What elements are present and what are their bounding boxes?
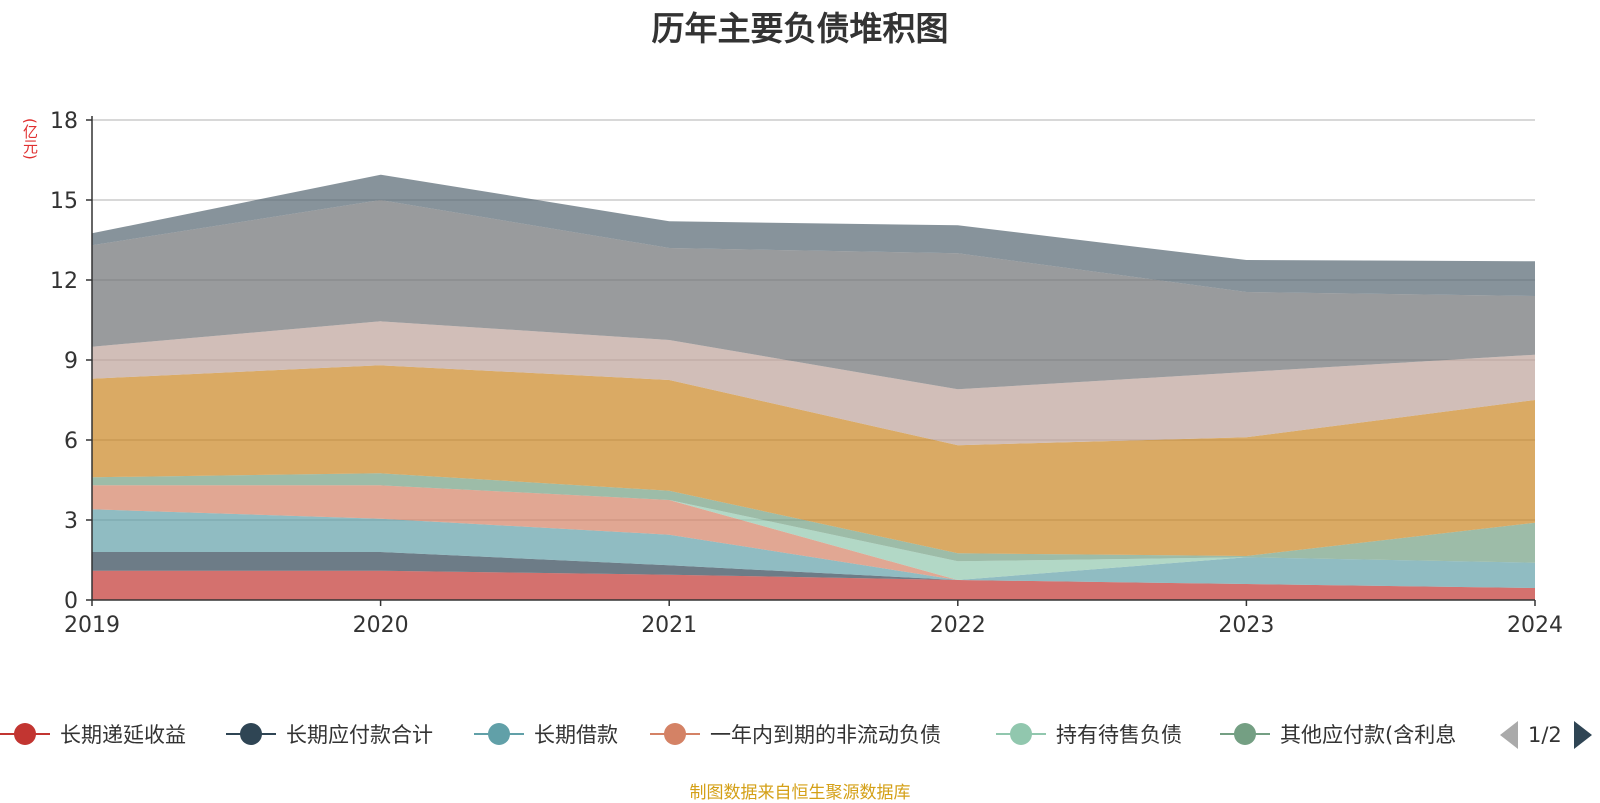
area-series-8[interactable] — [92, 200, 1535, 390]
chart-title: 历年主要负债堆积图 — [651, 9, 949, 48]
area-series-4[interactable] — [92, 485, 1535, 580]
y-tick-label: 3 — [64, 509, 78, 534]
legend-label: 其他应付款(含利息 — [1280, 723, 1457, 747]
legend-symbol — [0, 716, 50, 752]
legend-symbol — [650, 716, 700, 752]
legend-symbol — [996, 716, 1046, 752]
y-tick-label: 12 — [50, 269, 78, 294]
legend-label: 长期应付款合计 — [286, 723, 433, 747]
area-series-1[interactable] — [92, 552, 1535, 588]
x-tick-label: 2022 — [930, 613, 986, 638]
legend-symbol — [1220, 716, 1270, 752]
tick-labels: 0 3 6 9 12 15 18 2019 2020 2021 2022 2023 2024 — [50, 109, 1563, 638]
x-tick-label: 2019 — [64, 613, 120, 638]
pager-page-indicator: 1/2 — [1528, 723, 1562, 747]
y-tick-label: 15 — [50, 189, 78, 214]
y-tick-label: 0 — [64, 589, 78, 614]
legend-pager: 1/2 — [1500, 718, 1592, 752]
pager-prev-icon[interactable] — [1500, 721, 1518, 749]
axes — [86, 116, 1536, 606]
area-series-3[interactable] — [92, 485, 1535, 580]
area-series-6[interactable] — [92, 365, 1535, 556]
area-series — [92, 174, 1535, 600]
x-tick-label: 2024 — [1507, 613, 1563, 638]
y-axis-unit-label: (亿元) — [21, 118, 39, 160]
pager-next-icon[interactable] — [1573, 721, 1592, 749]
area-series-7[interactable] — [92, 321, 1535, 446]
x-tick-label: 2020 — [353, 613, 409, 638]
y-tick-label: 6 — [64, 429, 78, 454]
area-series-0[interactable] — [92, 570, 1535, 600]
legend-item-1[interactable]: 长期应付款合计 — [226, 716, 433, 752]
legend-label: 长期借款 — [534, 723, 618, 747]
legend-item-3[interactable]: 一年内到期的非流动负债 — [650, 716, 941, 752]
area-series-9[interactable] — [92, 174, 1535, 296]
area-series-2[interactable] — [92, 509, 1535, 588]
legend-item-0[interactable]: 长期递延收益 — [0, 716, 186, 752]
legend: 长期递延收益 长期应付款合计 长期借款 一年内到期的非流动负债 持有待售负债 — [0, 716, 1600, 752]
legend-symbol — [226, 716, 276, 752]
legend-symbol — [474, 716, 524, 752]
legend-label: 长期递延收益 — [60, 723, 186, 747]
x-tick-label: 2023 — [1218, 613, 1274, 638]
y-tick-label: 9 — [64, 349, 78, 374]
legend-label: 一年内到期的非流动负债 — [710, 723, 941, 747]
legend-label: 持有待售负债 — [1056, 723, 1182, 747]
x-tick-label: 2021 — [641, 613, 697, 638]
y-tick-label: 18 — [50, 109, 78, 134]
legend-item-4[interactable]: 持有待售负债 — [996, 716, 1182, 752]
legend-item-2[interactable]: 长期借款 — [474, 716, 618, 752]
source-note: 制图数据来自恒生聚源数据库 — [689, 783, 911, 803]
stacked-area-chart: 0 3 6 9 12 15 18 2019 2020 2021 2022 2023 2024 — [50, 109, 1563, 638]
legend-item-5[interactable]: 其他应付款(含利息 — [1220, 716, 1456, 752]
area-series-5[interactable] — [92, 473, 1535, 563]
